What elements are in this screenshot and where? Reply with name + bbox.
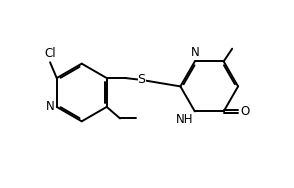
Text: N: N — [46, 100, 54, 113]
Text: Cl: Cl — [44, 47, 56, 60]
Text: N: N — [191, 46, 199, 59]
Text: O: O — [240, 105, 249, 118]
Text: NH: NH — [176, 113, 193, 126]
Text: S: S — [138, 73, 146, 86]
